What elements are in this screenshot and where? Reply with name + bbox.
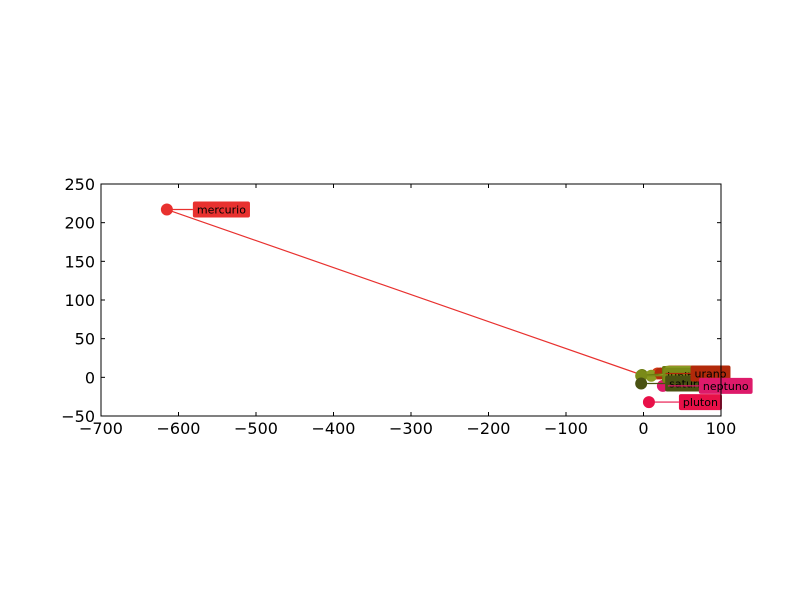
x-tick-label: −700	[79, 419, 123, 438]
y-tick-label: 100	[64, 291, 95, 310]
y-tick-label: 50	[75, 330, 95, 349]
point-label-neptuno: neptuno	[667, 377, 753, 394]
point-saturno	[635, 377, 648, 390]
label-text: urano	[695, 367, 727, 380]
tick-group: −700 −600 −500 −400 −300 −200 −100 0 100−5005010…	[61, 175, 736, 438]
x-tick-label: 0	[638, 419, 648, 438]
label-text: mercurio	[197, 204, 246, 217]
x-tick-label: 100	[706, 419, 737, 438]
x-tick-label: −400	[312, 419, 356, 438]
label-box	[678, 394, 722, 411]
y-tick-label: 200	[64, 214, 95, 233]
y-tick-label: 250	[64, 175, 95, 194]
y-tick-label: 0	[85, 368, 95, 387]
x-tick-label: −200	[467, 419, 511, 438]
x-tick-label: −100	[544, 419, 588, 438]
label-text: neptuno	[703, 380, 749, 393]
label-connector	[646, 373, 662, 376]
point-pluton	[642, 396, 655, 409]
x-tick-label: −300	[389, 419, 433, 438]
y-tick-label: −50	[61, 407, 95, 426]
x-tick-label: −600	[157, 419, 201, 438]
x-tick-label: −500	[234, 419, 278, 438]
y-tick-label: 150	[64, 252, 95, 271]
point-label-pluton: pluton	[653, 394, 722, 411]
label-box	[192, 201, 250, 218]
point-label-group: mercuriovenustierramartejupitersaturnour…	[171, 201, 753, 411]
point-label-mercurio: mercurio	[171, 201, 250, 218]
label-box	[698, 377, 753, 394]
point-group	[160, 203, 669, 409]
point-mercurio	[160, 203, 173, 216]
label-text: pluton	[683, 396, 718, 409]
axes-frame	[100, 183, 722, 417]
